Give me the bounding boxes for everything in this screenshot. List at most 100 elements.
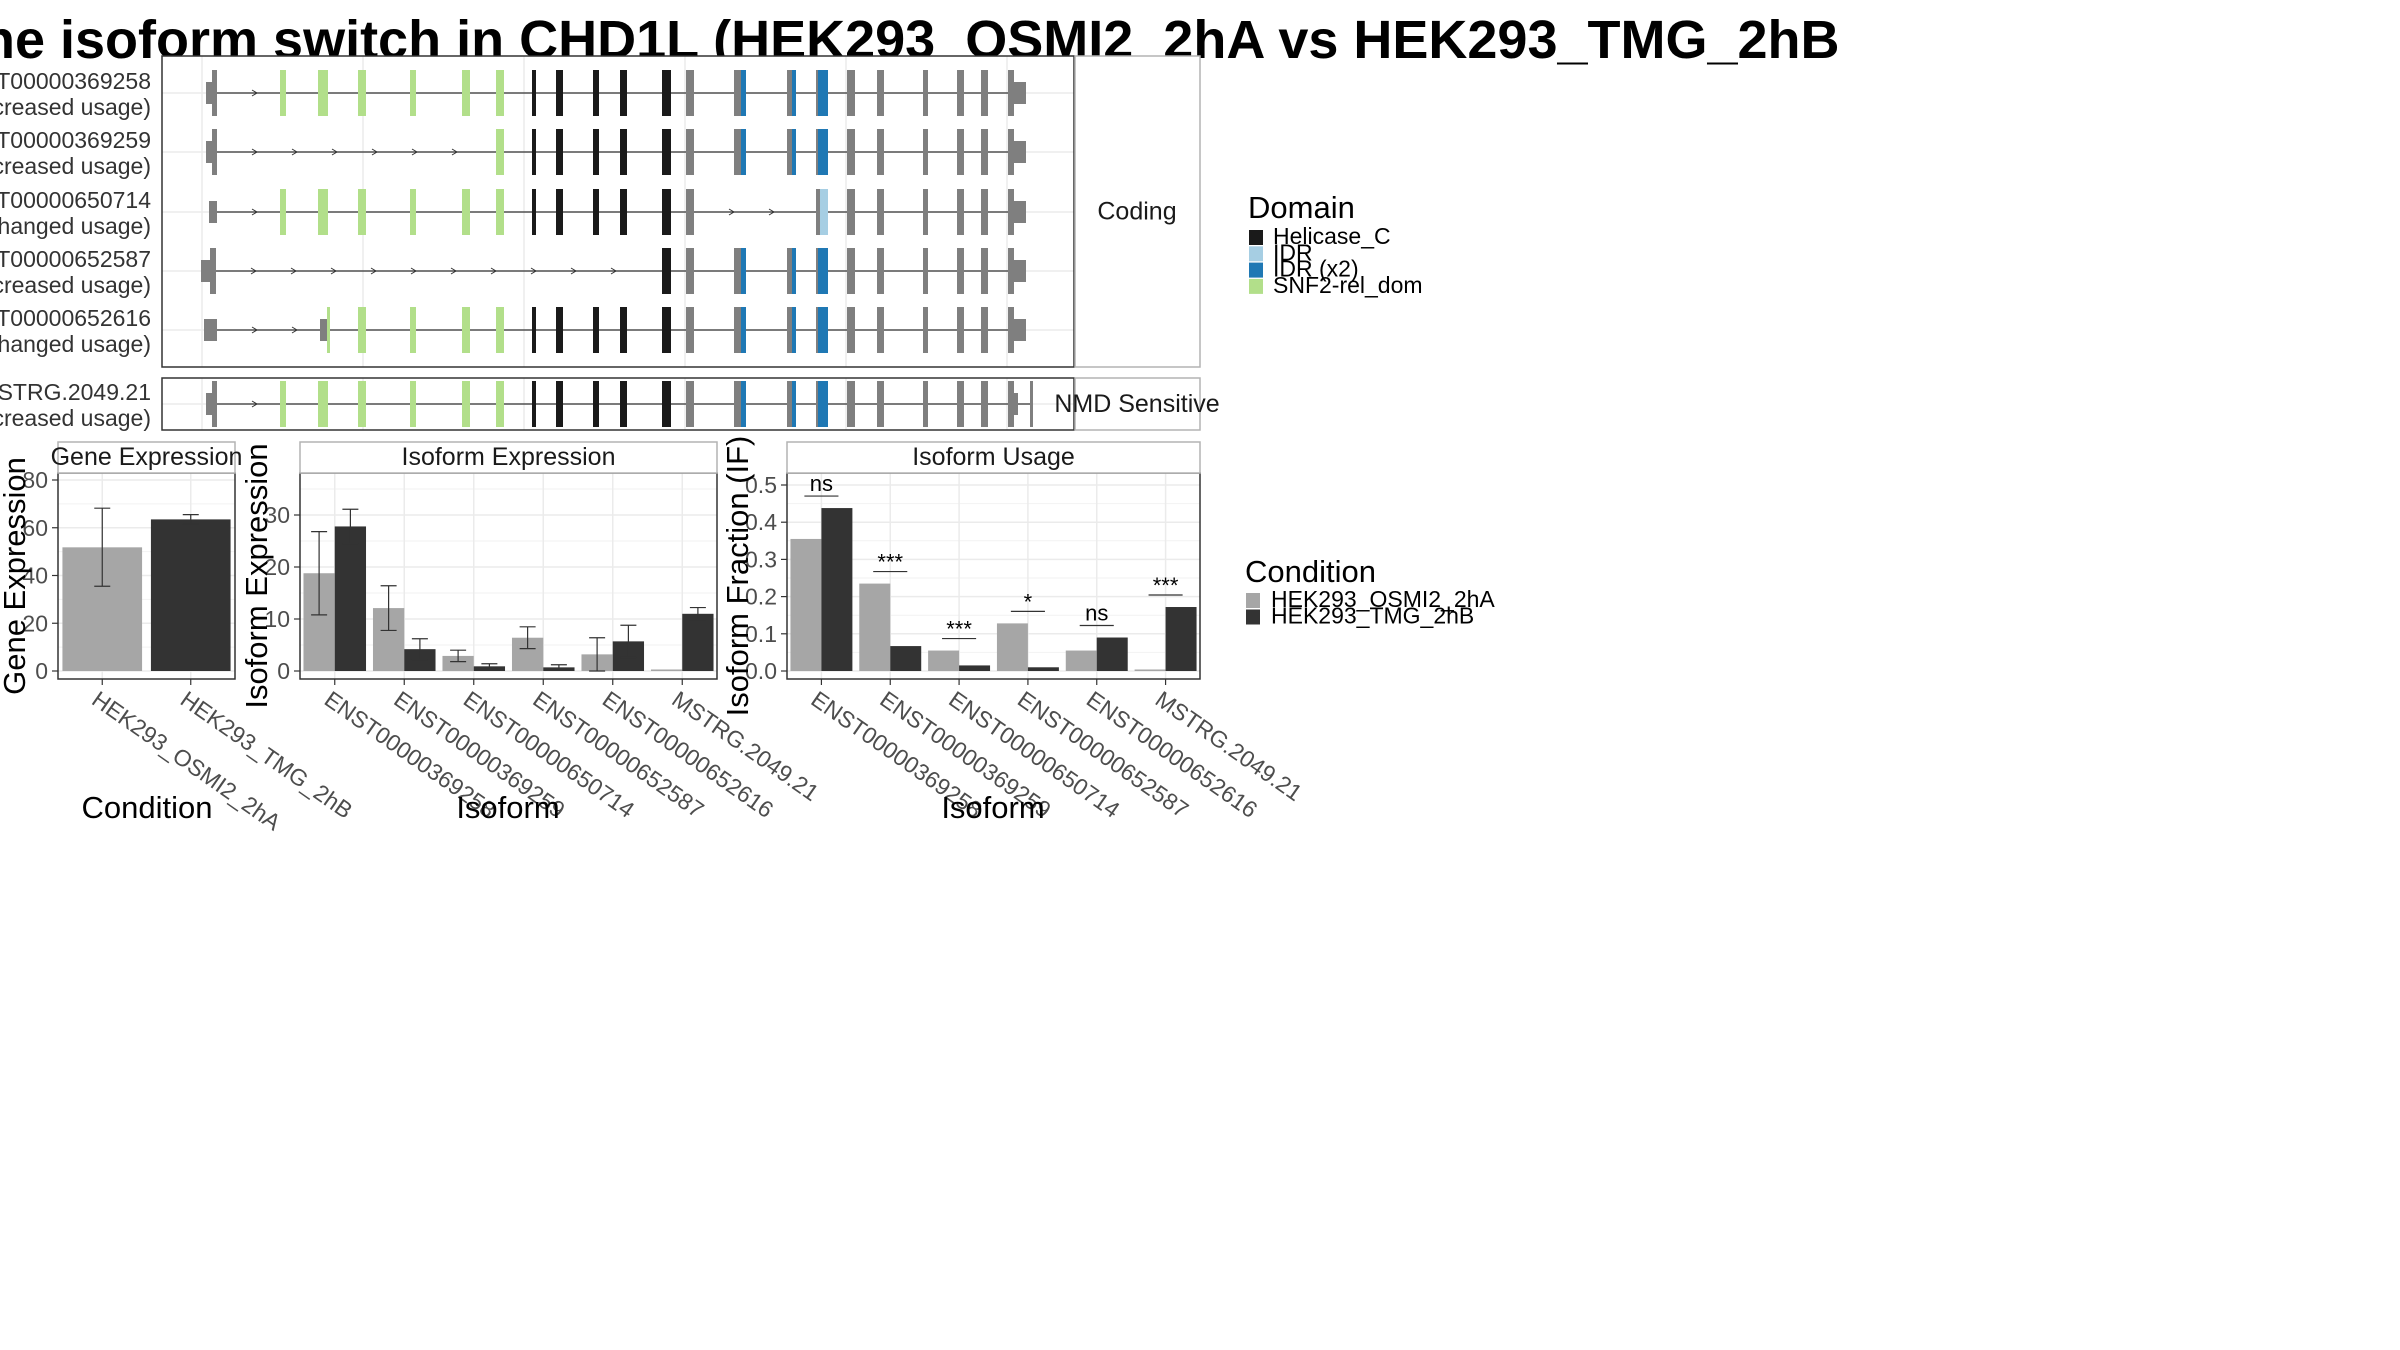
bar	[959, 665, 991, 671]
y-tick-label: 0	[277, 658, 290, 684]
exon-block	[686, 129, 694, 175]
exon-block	[877, 129, 884, 175]
exon-block	[981, 189, 988, 235]
exon-block	[923, 189, 928, 235]
exon-block	[358, 381, 366, 427]
x-axis-title: Isoform	[941, 790, 1044, 825]
y-tick-label: 20	[264, 554, 290, 580]
exon-block	[792, 70, 796, 116]
exon-block	[1030, 381, 1033, 427]
direction-arrow	[610, 267, 617, 275]
exon-block	[410, 307, 416, 353]
exon-block	[818, 129, 828, 175]
exon-block	[847, 307, 855, 353]
bar	[1165, 607, 1197, 671]
facet-strip	[1074, 377, 1201, 431]
exon-block	[877, 70, 884, 116]
exon-block	[532, 307, 536, 353]
transcript-row: ENST00000650714(Unchanged usage)	[0, 187, 1026, 239]
y-tick-label: 30	[264, 502, 290, 528]
direction-arrow	[331, 148, 338, 156]
exon-block	[1014, 393, 1018, 415]
exon-block	[686, 248, 694, 294]
exon-block	[532, 381, 536, 427]
bar	[650, 669, 683, 671]
exon-block	[556, 189, 563, 235]
significance-label: ***	[946, 617, 972, 642]
exon-block	[201, 260, 210, 282]
exon-block	[787, 129, 792, 175]
exon-block	[1008, 70, 1014, 116]
exon-block	[923, 381, 928, 427]
facet-strip	[299, 441, 718, 474]
bar	[1027, 667, 1059, 671]
direction-arrow	[371, 148, 378, 156]
legend-title: Domain	[1248, 190, 1355, 225]
legend-label: SNF2-rel_dom	[1273, 272, 1423, 298]
bar	[859, 583, 891, 671]
exon-block	[410, 189, 416, 235]
exon-block	[280, 189, 286, 235]
exon-block	[792, 248, 796, 294]
exon-block	[1008, 248, 1014, 294]
transcript-usage-label: (Unchanged usage)	[0, 331, 151, 357]
exon-block	[957, 70, 964, 116]
exon-block	[923, 129, 928, 175]
direction-arrow	[250, 267, 257, 275]
exon-block	[957, 381, 964, 427]
exon-block	[496, 381, 504, 427]
exon-block	[686, 189, 694, 235]
expression-bar-charts: Gene Expression020406080HEK293_OSMI2_2hA…	[0, 436, 1307, 836]
exon-block	[620, 129, 627, 175]
exon-block	[818, 307, 828, 353]
exon-block	[532, 70, 536, 116]
exon-block	[320, 319, 327, 341]
exon-block	[787, 307, 792, 353]
bar-chart-panel: ns******* ns***Isoform Usage0.00.10.20.30…	[720, 436, 1307, 825]
exon-block	[532, 189, 536, 235]
bar	[334, 526, 367, 671]
legend-title: Condition	[1245, 554, 1376, 589]
legend-key	[1249, 262, 1263, 278]
direction-arrow	[251, 326, 258, 334]
exon-block	[206, 393, 212, 415]
exon-block	[620, 381, 627, 427]
exon-block	[556, 381, 563, 427]
bar	[150, 519, 231, 671]
direction-arrow	[768, 208, 775, 216]
exon-block	[318, 381, 328, 427]
direction-arrow	[451, 148, 458, 156]
transcript-usage-label: (Decreased usage)	[0, 272, 151, 298]
exon-block	[686, 307, 694, 353]
exon-block	[496, 70, 504, 116]
exon-block	[847, 189, 855, 235]
legend-key	[1246, 609, 1260, 625]
exon-block	[532, 129, 536, 175]
exon-block	[981, 307, 988, 353]
exon-block	[787, 381, 792, 427]
exon-block	[741, 381, 746, 427]
exon-block	[741, 248, 746, 294]
transcript-row: ENST00000652616(Unchanged usage)	[0, 305, 1026, 357]
exon-block	[1014, 260, 1026, 282]
exon-block	[410, 381, 416, 427]
exon-block	[556, 129, 563, 175]
structure-panel: ENST00000369258(Increased usage)ENST0000…	[0, 55, 1201, 368]
legend-key	[1249, 230, 1263, 245]
transcript-row: ENST00000369259(Decreased usage)	[0, 127, 1026, 179]
significance-label: ns	[1085, 601, 1108, 626]
transcript-id-label: ENST00000652616	[0, 305, 151, 331]
exon-block	[981, 381, 988, 427]
exon-block	[816, 307, 818, 353]
exon-block	[1014, 319, 1026, 341]
exon-block	[593, 307, 599, 353]
legend-label: Helicase_C	[1273, 223, 1391, 249]
exon-block	[209, 201, 217, 223]
direction-arrow	[410, 267, 417, 275]
exon-block	[556, 70, 563, 116]
exon-block	[212, 129, 217, 175]
exon-block	[496, 307, 504, 353]
exon-block	[593, 129, 599, 175]
exon-block	[816, 381, 818, 427]
